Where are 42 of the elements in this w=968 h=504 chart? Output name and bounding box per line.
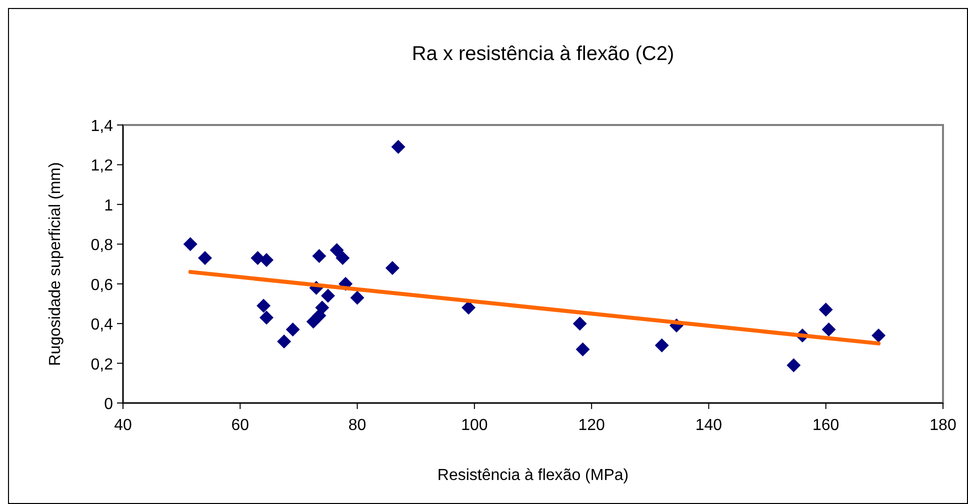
y-tick-label: 0,8 [90,237,114,254]
x-tick-label: 100 [461,417,488,434]
point [385,260,400,275]
x-axis-title: Resistência à flexão (MPa) [437,467,629,484]
point [786,358,801,372]
x-tick-label: 80 [348,417,366,434]
point [822,322,836,337]
point [286,322,300,337]
x-tick-label: 40 [114,417,132,434]
y-tick-label: 1,2 [90,158,114,175]
x-tick-label: 160 [812,417,840,434]
point [818,302,833,317]
point [572,316,587,331]
y-tick-label: 0,4 [90,316,114,334]
point [872,328,886,342]
point [336,251,350,266]
y-tick-label: 0,6 [90,276,114,294]
x-tick-label: 60 [231,417,250,434]
point [260,310,274,325]
point [576,342,590,356]
point [198,251,212,266]
x-tick-label: 180 [930,417,956,434]
point [321,288,335,303]
point [654,338,669,352]
y-tick-label: 0 [104,396,114,413]
point [312,249,326,264]
y-tick-label: 1,4 [90,118,114,135]
chart-title: Ra x resistência à flexão (C2) [412,43,674,65]
point [277,334,292,348]
point [462,300,476,315]
y-tick-label: 1 [104,197,114,214]
point [350,290,364,305]
point [260,253,274,268]
x-tick-label: 120 [578,417,606,434]
point [256,298,271,313]
point [330,243,344,258]
x-tick-label: 140 [695,417,722,434]
point [183,237,198,252]
y-tick-label: 0,2 [90,356,114,374]
point [391,140,406,154]
y-axis-title: Rugosidade superficial (mm) [47,162,64,366]
point [315,300,330,315]
